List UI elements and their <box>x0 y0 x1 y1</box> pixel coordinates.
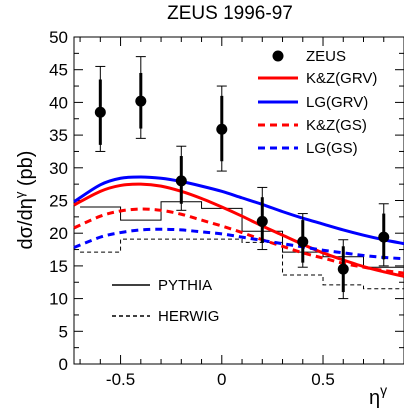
data-point <box>94 106 106 118</box>
data-point <box>337 263 349 275</box>
y-axis-title-sup: γ <box>12 191 27 198</box>
x-axis-title: ηγ <box>369 382 387 409</box>
axis-ticks: 0 5 10 15 20 25 30 35 40 45 50 -0.5 0 0.5 <box>49 28 404 389</box>
y-axis-title-unit: (pb) <box>15 151 37 192</box>
data-point <box>297 236 309 248</box>
svg-text:ηγ: ηγ <box>369 382 387 409</box>
data-point <box>378 231 390 243</box>
legend-label: ZEUS <box>306 48 346 65</box>
x-tick-label: 0 <box>217 370 226 389</box>
x-tick-label: -0.5 <box>106 370 135 389</box>
x-axis-title-main: η <box>369 387 380 409</box>
data-point <box>216 123 228 135</box>
y-tick-label: 25 <box>49 192 68 211</box>
x-tick-label: 0.5 <box>311 370 335 389</box>
curve-lg-gs <box>73 227 404 261</box>
legend-label: K&Z(GS) <box>306 117 367 134</box>
data-point <box>256 215 268 227</box>
y-tick-label: 15 <box>49 257 68 276</box>
legend: ZEUS K&Z(GRV) LG(GRV) K&Z(GS) LG(GS) PYTHIA HE… <box>112 48 377 325</box>
legend-label: PYTHIA <box>158 277 212 294</box>
x-axis-title-sup: γ <box>380 382 387 398</box>
y-tick-label: 10 <box>49 290 68 309</box>
y-tick-label: 45 <box>49 61 68 80</box>
y-axis-title: dσ/dηγ (pb) <box>12 151 37 250</box>
data-point <box>135 95 147 107</box>
legend-marker-dot <box>272 50 284 62</box>
legend-label: HERWIG <box>158 308 219 325</box>
y-tick-label: 50 <box>49 28 68 47</box>
y-tick-label: 40 <box>49 93 68 112</box>
legend-label: LG(GS) <box>306 140 358 157</box>
curve-lg-grv <box>73 175 404 246</box>
svg-text:dσ/dηγ (pb): dσ/dηγ (pb) <box>12 151 37 250</box>
curve-k-z-grv <box>73 182 404 278</box>
curve-k-z-gs <box>73 207 404 275</box>
y-tick-label: 30 <box>49 159 68 178</box>
legend-label: LG(GRV) <box>306 94 368 111</box>
zeus-data-points <box>94 56 390 300</box>
y-tick-label: 35 <box>49 126 68 145</box>
chart-title: ZEUS 1996-97 <box>167 3 293 24</box>
theory-curves <box>73 175 404 278</box>
legend-label: K&Z(GRV) <box>306 70 377 87</box>
y-tick-label: 5 <box>59 322 68 341</box>
y-tick-label: 20 <box>49 224 68 243</box>
y-axis-title-main: dσ/dη <box>15 198 37 249</box>
data-point <box>175 175 187 187</box>
y-tick-label: 0 <box>59 355 68 374</box>
